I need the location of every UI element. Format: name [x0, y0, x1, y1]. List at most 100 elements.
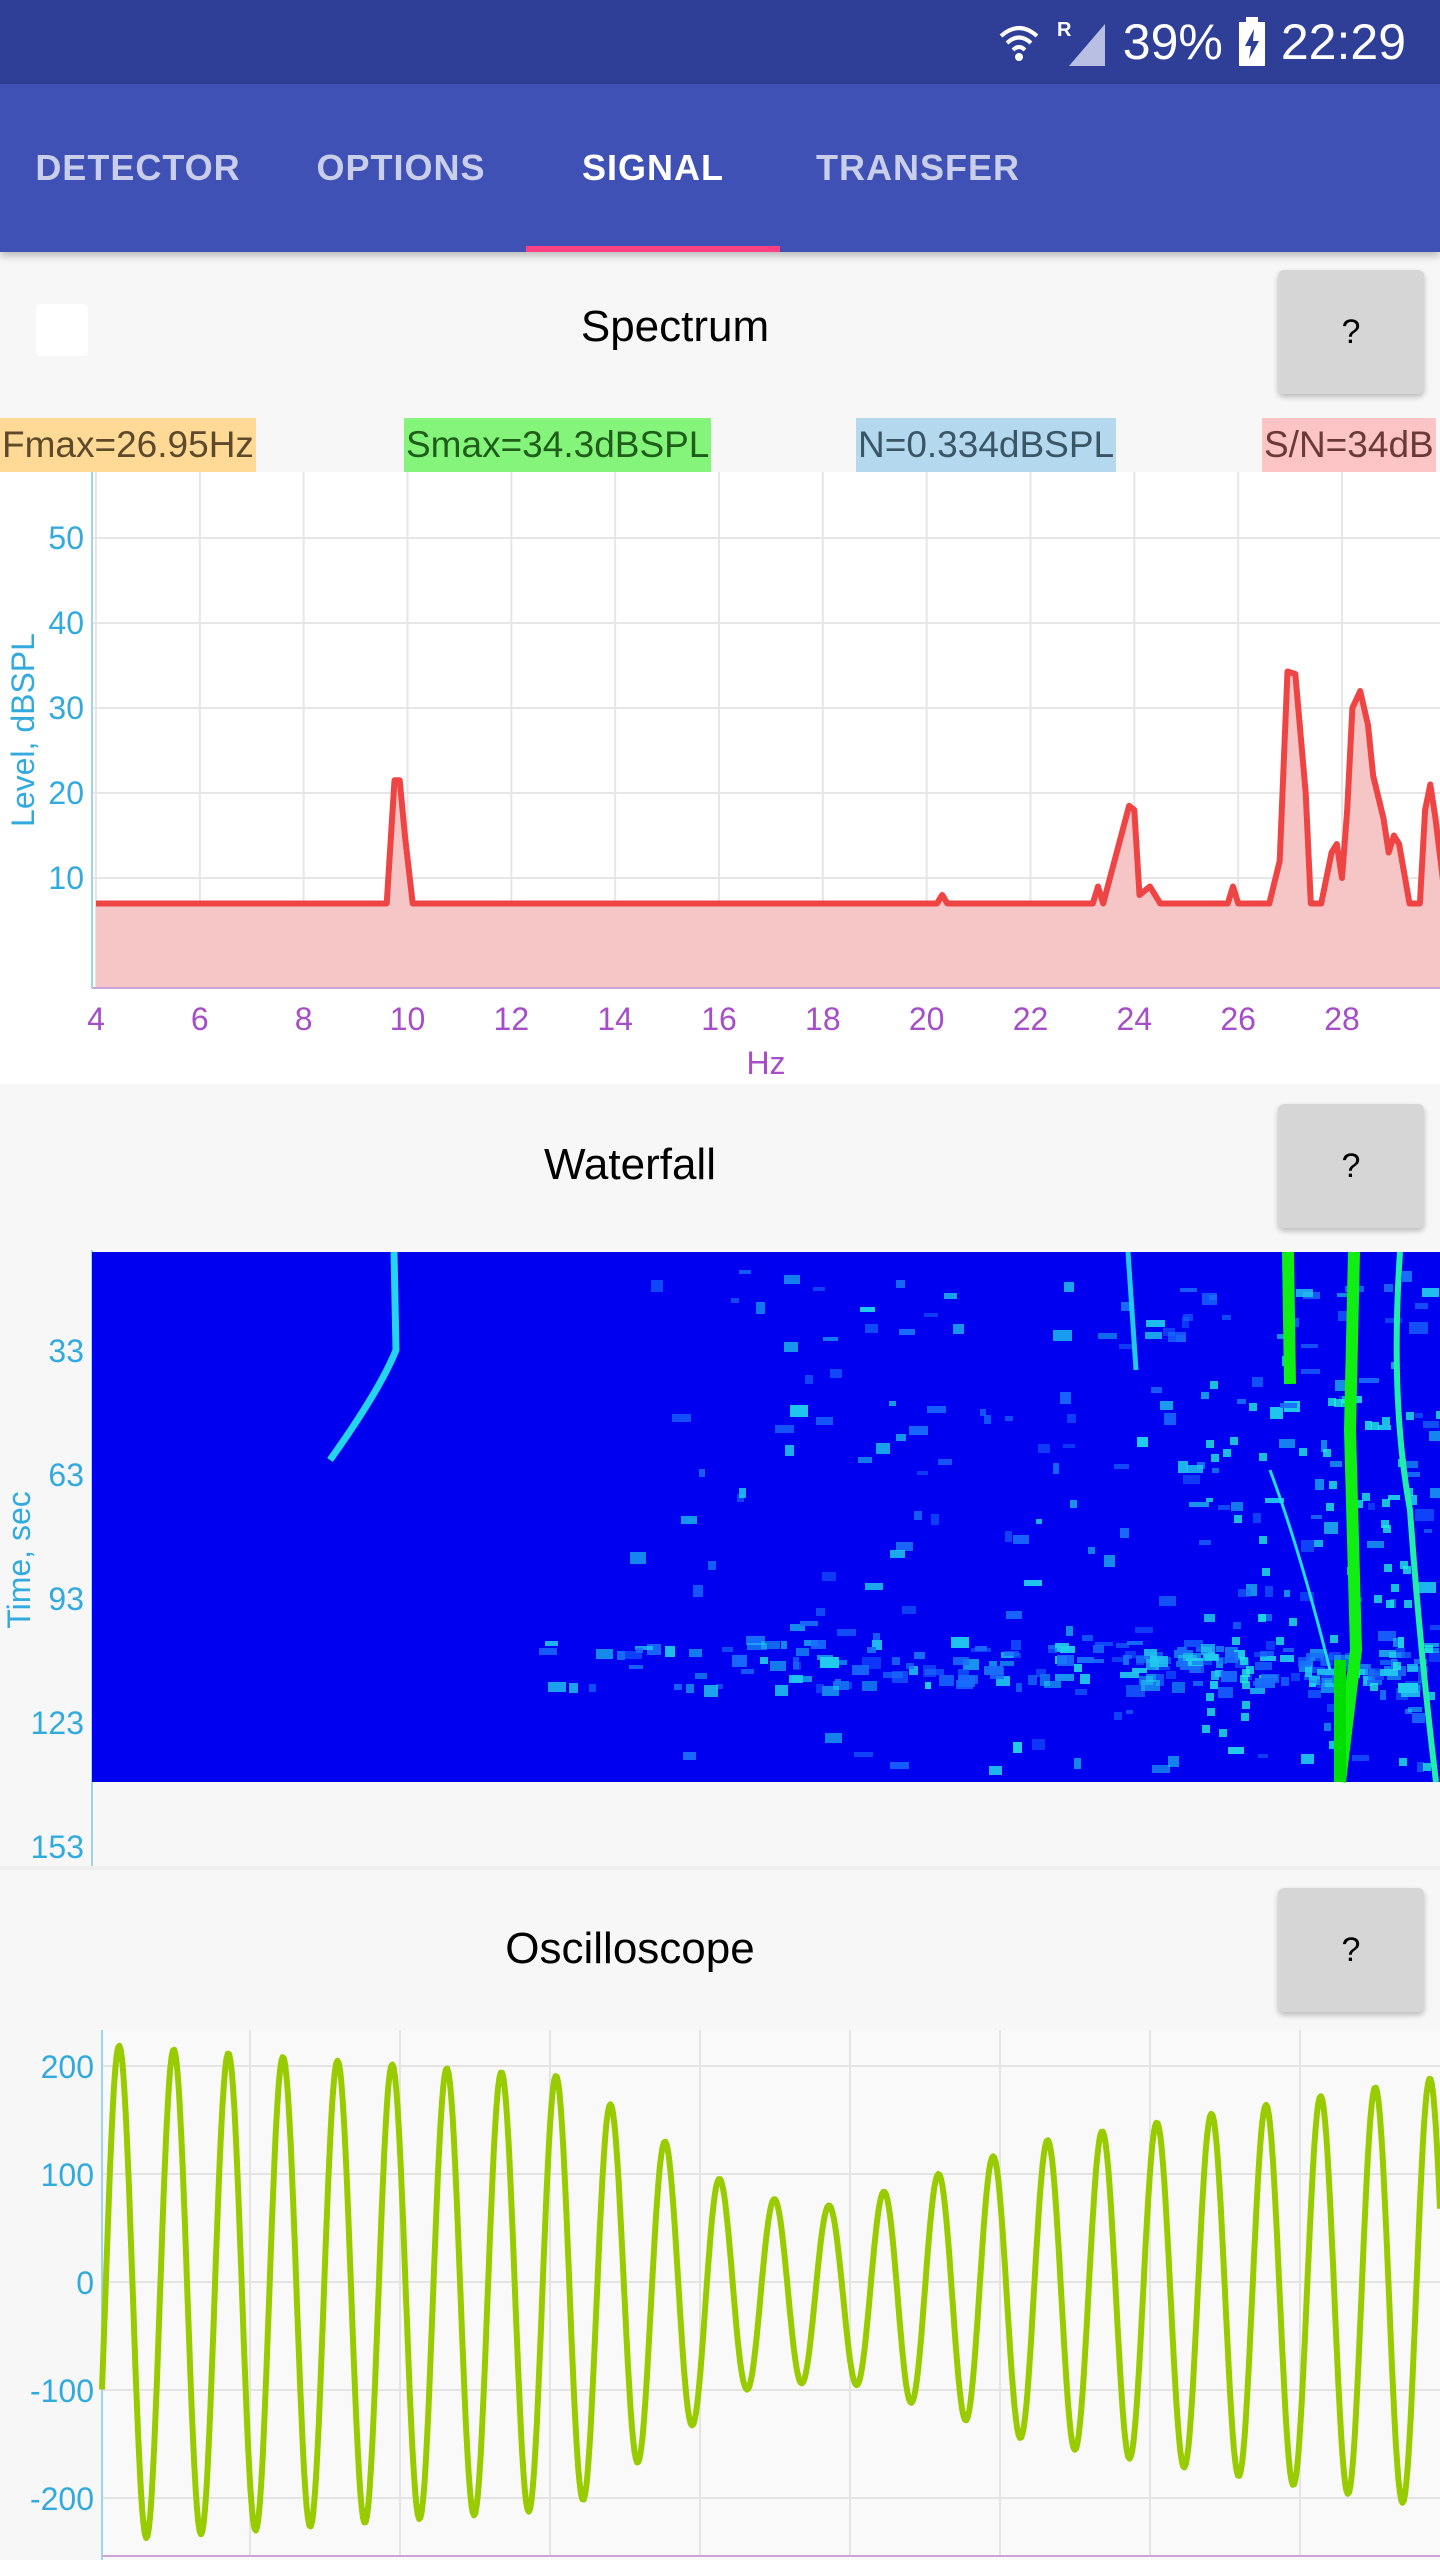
tab-signal[interactable]: SIGNAL — [581, 147, 724, 188]
waterfall-speck — [1385, 1318, 1402, 1323]
waterfall-speck — [1225, 1652, 1238, 1663]
spectrum-help-button[interactable]: ? — [1278, 270, 1424, 394]
status-bar: R 39% 22:29 — [0, 0, 1440, 84]
waterfall-speck — [1240, 1675, 1248, 1683]
waterfall-speck — [1172, 1682, 1185, 1693]
waterfall-speck — [665, 1646, 675, 1657]
waterfall-speck — [925, 1669, 944, 1675]
waterfall-speck — [1144, 1649, 1157, 1659]
waterfall-speck — [1427, 1692, 1435, 1700]
oscilloscope-help-button[interactable]: ? — [1278, 1888, 1424, 2012]
waterfall-speck — [1044, 1681, 1061, 1688]
waterfall-speck — [1206, 1693, 1214, 1701]
waterfall-speck — [1388, 1495, 1400, 1500]
waterfall-speck — [1240, 1657, 1248, 1665]
waterfall-speck — [1253, 1681, 1263, 1686]
waterfall-speck — [1334, 1399, 1342, 1407]
waterfall-speck — [623, 1651, 642, 1659]
spectrum-checkbox[interactable] — [36, 304, 88, 356]
fmax-badge: Fmax=26.95Hz — [0, 418, 256, 472]
waterfall-speck — [1112, 1657, 1128, 1662]
spectrum-y-tick-label: 30 — [48, 690, 84, 726]
waterfall-speck — [569, 1683, 578, 1693]
waterfall-speck — [1221, 1671, 1237, 1682]
spectrum-y-tick-labels: 10 20 30 40 50 — [48, 520, 84, 896]
waterfall-speck — [1379, 1650, 1396, 1657]
waterfall-speck — [1028, 1675, 1037, 1685]
waterfall-speck — [1219, 1657, 1227, 1664]
waterfall-speck — [739, 1488, 746, 1498]
waterfall-speck — [890, 1550, 905, 1558]
waterfall-speck — [1075, 1689, 1087, 1695]
waterfall-speck — [1436, 1411, 1440, 1419]
waterfall-speck — [1013, 1742, 1022, 1753]
waterfall-speck — [1210, 1381, 1218, 1389]
waterfall-speck — [760, 1657, 768, 1664]
waterfall-speck — [890, 1762, 909, 1769]
waterfall-speck — [1176, 1661, 1188, 1667]
waterfall-speck — [1060, 1392, 1071, 1404]
waterfall-speck — [1210, 1681, 1218, 1689]
spectrum-x-tick-label: 4 — [87, 1001, 105, 1037]
waterfall-y-tick-label: 153 — [31, 1829, 84, 1865]
clock-time: 22:29 — [1280, 14, 1406, 70]
waterfall-speck — [699, 1469, 705, 1477]
waterfall-help-button[interactable]: ? — [1278, 1104, 1424, 1228]
waterfall-speck — [1070, 1500, 1077, 1508]
tab-detector[interactable]: DETECTOR — [35, 147, 241, 188]
waterfall-speck — [816, 1417, 833, 1425]
tab-options[interactable]: OPTIONS — [316, 147, 486, 188]
waterfall-speck — [1177, 1647, 1187, 1653]
waterfall-speck — [1182, 1317, 1189, 1328]
waterfall-speck — [1005, 1416, 1013, 1421]
waterfall-speck — [1261, 1674, 1279, 1683]
spectrum-x-tick-label: 28 — [1324, 1001, 1360, 1037]
waterfall-speck — [1383, 1525, 1391, 1533]
waterfall-trace-10hz — [327, 1251, 400, 1463]
waterfall-speck — [708, 1561, 716, 1570]
waterfall-speck — [1238, 1589, 1251, 1597]
waterfall-speck — [1120, 1672, 1139, 1678]
oscilloscope-y-tick-label: 0 — [76, 2265, 94, 2301]
waterfall-speck — [1386, 1600, 1394, 1608]
waterfall-speck — [1164, 1413, 1176, 1425]
waterfall-speck — [931, 1514, 939, 1525]
waterfall-speck — [1378, 1631, 1396, 1641]
waterfall-speck — [1126, 1685, 1145, 1697]
waterfall-speck — [1365, 1421, 1372, 1430]
waterfall-speck — [825, 1733, 842, 1743]
waterfall-speck — [883, 1672, 903, 1678]
waterfall-speck — [1160, 1401, 1173, 1410]
waterfall-speck — [732, 1655, 747, 1667]
waterfall-speck — [1249, 1403, 1257, 1411]
spectrum-x-tick-label: 22 — [1013, 1001, 1049, 1037]
waterfall-speck — [1114, 1464, 1129, 1469]
waterfall-speck — [1430, 1488, 1440, 1498]
waterfall-speck — [1374, 1595, 1382, 1603]
waterfall-speck — [790, 1405, 808, 1417]
waterfall-speck — [1370, 1683, 1378, 1691]
waterfall-speck — [1321, 1683, 1338, 1693]
waterfall-speck — [1412, 1713, 1425, 1723]
waterfall-speck — [681, 1516, 697, 1524]
waterfall-speck — [789, 1675, 803, 1683]
waterfall-speck — [1262, 1568, 1270, 1576]
waterfall-speck — [1384, 1564, 1392, 1572]
waterfall-speck — [1201, 1644, 1215, 1655]
waterfall-trace-26hz — [1268, 1469, 1332, 1671]
waterfall-speck — [1265, 1586, 1273, 1597]
waterfall-speck — [683, 1752, 696, 1760]
waterfall-title: Waterfall — [544, 1140, 716, 1189]
spectrum-y-tick-label: 20 — [48, 775, 84, 811]
waterfall-speck — [1296, 1289, 1313, 1297]
waterfall-speck — [953, 1324, 964, 1334]
smax-badge: Smax=34.3dBSPL — [404, 418, 712, 472]
waterfall-speck — [739, 1270, 751, 1274]
waterfall-speck — [1382, 1417, 1390, 1425]
waterfall-speck — [1067, 1414, 1076, 1423]
waterfall-speck — [617, 1651, 625, 1660]
tab-transfer[interactable]: TRANSFER — [816, 147, 1020, 188]
waterfall-speck — [984, 1415, 991, 1424]
waterfall-speck — [1237, 1399, 1246, 1404]
waterfall-speck — [548, 1682, 566, 1692]
